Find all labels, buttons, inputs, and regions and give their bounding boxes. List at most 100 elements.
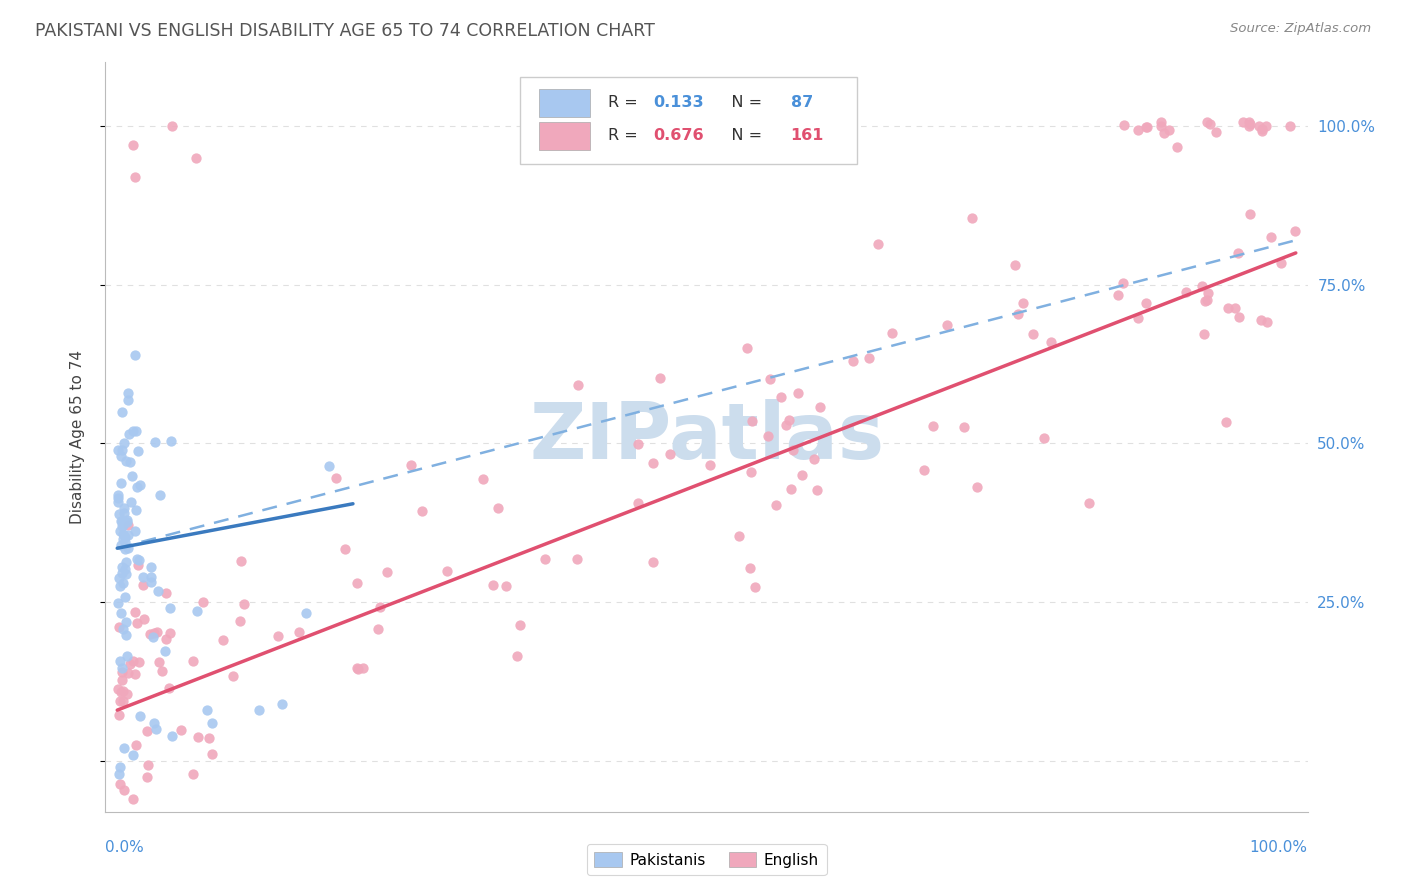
Point: [107, 488, 129, 502]
Point: [735, 341, 758, 355]
FancyBboxPatch shape: [520, 78, 856, 163]
Point: [141, 570, 163, 584]
Point: [1239, 117, 1261, 131]
Point: [121, 495, 143, 509]
Text: 0.0%: 0.0%: [105, 840, 145, 855]
Point: [1256, 315, 1278, 329]
Point: [1022, 327, 1045, 342]
Point: [325, 470, 347, 484]
Y-axis label: Disability Age 65 to 74: Disability Age 65 to 74: [70, 350, 84, 524]
Point: [132, 570, 155, 584]
Point: [110, 476, 132, 491]
Point: [115, 649, 138, 664]
Point: [139, 627, 162, 641]
Point: [108, 654, 131, 668]
Point: [1040, 334, 1063, 349]
Point: [181, 767, 204, 781]
Point: [114, 555, 136, 569]
Point: [738, 561, 761, 575]
Point: [1250, 124, 1272, 138]
Point: [125, 552, 148, 566]
Point: [124, 169, 146, 184]
Point: [111, 622, 134, 636]
Point: [110, 514, 132, 528]
Point: [779, 483, 801, 497]
Point: [124, 605, 146, 619]
Point: [211, 633, 233, 648]
Point: [229, 554, 252, 568]
Point: [295, 607, 318, 621]
Point: [641, 556, 664, 570]
Point: [232, 597, 254, 611]
Point: [370, 600, 392, 615]
Point: [727, 529, 749, 543]
Point: [247, 703, 270, 717]
Point: [115, 628, 138, 642]
Point: [117, 392, 139, 407]
Point: [411, 504, 433, 518]
FancyBboxPatch shape: [540, 121, 591, 150]
Point: [107, 442, 129, 457]
Point: [775, 418, 797, 433]
Point: [960, 211, 983, 225]
Point: [108, 620, 131, 634]
Point: [1128, 310, 1150, 325]
Point: [155, 632, 177, 647]
Point: [125, 739, 148, 753]
Point: [505, 648, 527, 663]
Point: [1012, 295, 1035, 310]
Point: [155, 586, 177, 600]
Point: [115, 687, 138, 701]
Point: [111, 519, 134, 533]
Point: [627, 436, 650, 450]
Point: [495, 579, 517, 593]
Point: [782, 442, 804, 457]
Point: [125, 480, 148, 494]
Point: [1256, 119, 1278, 133]
Point: [125, 615, 148, 630]
Point: [160, 119, 183, 133]
Text: 0.133: 0.133: [654, 95, 704, 111]
Point: [108, 777, 131, 791]
Point: [648, 370, 671, 384]
Point: [1237, 120, 1260, 134]
Point: [122, 747, 145, 762]
Point: [146, 625, 169, 640]
Point: [159, 600, 181, 615]
Point: [111, 576, 134, 591]
Point: [120, 455, 142, 469]
Point: [117, 385, 139, 400]
Point: [1225, 301, 1247, 316]
Point: [121, 468, 143, 483]
Point: [1112, 118, 1135, 132]
Point: [114, 535, 136, 549]
Point: [128, 552, 150, 566]
Point: [186, 151, 208, 165]
Point: [1260, 229, 1282, 244]
Point: [626, 496, 648, 510]
Text: 0.676: 0.676: [654, 128, 704, 144]
Point: [141, 575, 163, 590]
Point: [107, 681, 129, 696]
Point: [111, 405, 134, 419]
Point: [115, 615, 138, 629]
Point: [740, 465, 762, 479]
Point: [112, 741, 135, 756]
Point: [534, 551, 557, 566]
Point: [110, 760, 132, 774]
Point: [131, 578, 153, 592]
Point: [953, 419, 976, 434]
Point: [108, 694, 131, 708]
Point: [111, 532, 134, 546]
Point: [142, 630, 165, 644]
Point: [346, 662, 368, 676]
Point: [111, 514, 134, 528]
Point: [108, 579, 131, 593]
Point: [765, 498, 787, 512]
Point: [1194, 293, 1216, 308]
Point: [149, 488, 172, 502]
Point: [112, 518, 135, 533]
Text: R =: R =: [607, 128, 643, 144]
Point: [108, 766, 131, 780]
Text: PAKISTANI VS ENGLISH DISABILITY AGE 65 TO 74 CORRELATION CHART: PAKISTANI VS ENGLISH DISABILITY AGE 65 T…: [35, 22, 655, 40]
